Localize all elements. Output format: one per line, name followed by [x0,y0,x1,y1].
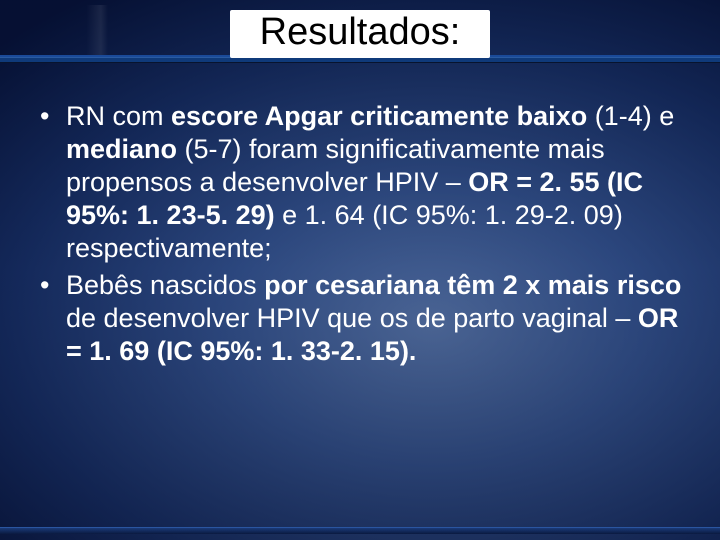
slide-body: RN com escore Apgar criticamente baixo (… [38,100,690,372]
text: (1-4) e [587,101,674,131]
bullet-item: RN com escore Apgar criticamente baixo (… [38,100,690,265]
title-underline [0,57,720,63]
text: RN com [66,101,171,131]
text-bold: por cesariana têm 2 x mais risco [264,270,681,300]
footer-line [0,527,720,534]
text: Bebês nascidos [66,270,264,300]
slide: Resultados: RN com escore Apgar criticam… [0,0,720,540]
bullet-list: RN com escore Apgar criticamente baixo (… [38,100,690,368]
text: de desenvolver HPIV que os de parto vagi… [66,303,638,333]
title-banner: Resultados: [0,5,720,63]
text-bold: escore Apgar criticamente baixo [171,101,587,131]
slide-title: Resultados: [230,10,491,58]
text-bold: mediano [66,134,177,164]
bullet-item: Bebês nascidos por cesariana têm 2 x mai… [38,269,690,368]
